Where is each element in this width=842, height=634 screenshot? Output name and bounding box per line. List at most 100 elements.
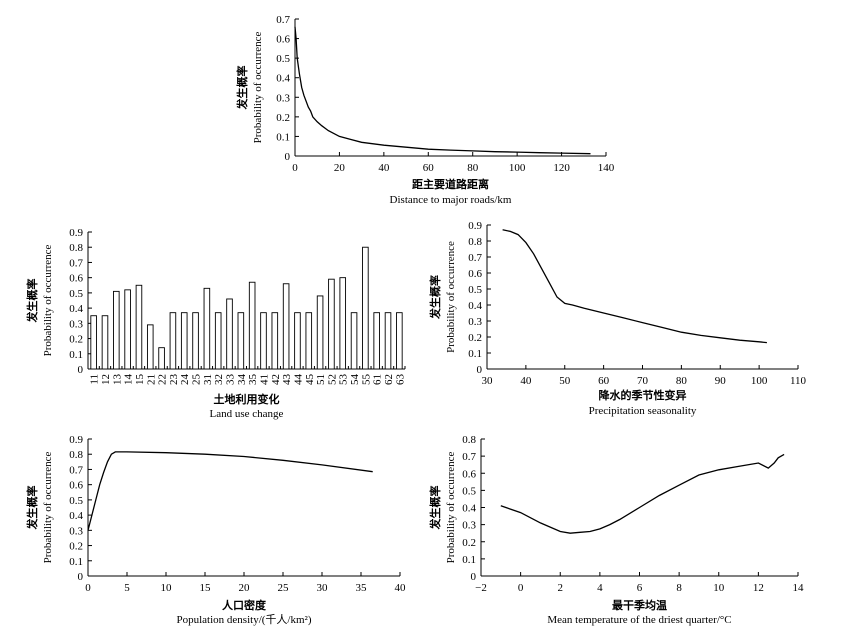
bar-32: [214, 312, 222, 370]
y-tick-label: 0.5: [69, 495, 83, 507]
bar-43: [282, 283, 290, 370]
y-axis-label-cn: 发生概率: [428, 486, 442, 531]
y-tick-label: 0.7: [69, 464, 83, 476]
x-tick-label: 55: [360, 374, 372, 386]
x-tick-label: 40: [378, 162, 390, 174]
y-tick-label: 0.9: [69, 227, 83, 239]
bar-34: [237, 312, 245, 370]
x-tick-label: 20: [239, 582, 251, 594]
x-tick-label: 0: [518, 582, 524, 594]
y-tick-label: 0: [285, 151, 291, 163]
y-tick-label: 0.9: [468, 220, 482, 232]
x-tick-label: 5: [124, 582, 130, 594]
x-tick-label: 0: [292, 162, 298, 174]
y-tick-label: 0.1: [69, 349, 83, 361]
x-tick-label: 90: [715, 375, 727, 387]
y-axis-label-cn: 发生概率: [235, 66, 249, 111]
x-tick-label: 14: [793, 582, 805, 594]
y-tick-label: 0.8: [69, 449, 83, 461]
bar-11: [90, 315, 97, 370]
y-tick-label: 0.8: [462, 434, 476, 446]
y-tick-label: 0.3: [276, 92, 290, 104]
x-tick-label: 14: [123, 374, 135, 386]
bar-41: [260, 312, 267, 370]
bar-44: [294, 312, 301, 370]
y-tick-label: 0.4: [462, 503, 476, 515]
y-tick-label: 0.6: [69, 480, 83, 492]
x-tick-label: 41: [258, 374, 270, 385]
x-tick-label: 53: [338, 374, 350, 386]
y-axis-label-cn: 发生概率: [25, 279, 39, 324]
x-tick-label: 51: [315, 374, 327, 385]
y-tick-label: 0.5: [276, 53, 290, 65]
x-tick-label: 15: [200, 582, 212, 594]
y-tick-label: 0.4: [276, 73, 290, 85]
x-tick-label: 12: [753, 582, 764, 594]
bar-63: [396, 312, 403, 370]
y-tick-label: 0.2: [276, 112, 290, 124]
y-tick-label: 0.6: [69, 273, 83, 285]
chart-panel-1: 0 0.1 0.2 0.3 0.4 0.5 0.6 0.7 0 20 40 60 80 100 120 140…: [235, 14, 615, 206]
bar-12: [101, 315, 109, 370]
y-tick-label: 0.2: [69, 334, 83, 346]
y-tick-label: 0.7: [462, 451, 476, 463]
response-curve: [87, 451, 373, 531]
x-axis-label-en: Precipitation seasonality: [589, 405, 697, 417]
chart-panel-5: 00.10.20.30.40.50.60.70.8−2 0 2 4 6 8 10 12 14发生…: [428, 434, 804, 626]
x-tick-label: 80: [676, 375, 688, 387]
y-tick-label: 0.6: [462, 468, 476, 480]
x-tick-label: 35: [356, 582, 368, 594]
x-tick-label: 20: [334, 162, 346, 174]
x-tick-label: 10: [161, 582, 173, 594]
x-tick-label: 43: [281, 374, 293, 386]
y-tick-label: 0.3: [69, 525, 83, 537]
y-axis-label-cn: 发生概率: [428, 275, 442, 320]
x-tick-label: 24: [179, 374, 191, 386]
bar-55: [362, 246, 369, 370]
y-tick-label: 0.3: [468, 316, 482, 328]
bar-53: [339, 277, 347, 370]
y-tick-label: 0.1: [468, 348, 482, 360]
y-tick-label: 0.7: [69, 257, 83, 269]
y-tick-label: 0.6: [468, 268, 482, 280]
x-tick-label: 80: [467, 162, 479, 174]
x-tick-label: 60: [598, 375, 610, 387]
x-tick-label: 12: [100, 374, 112, 385]
y-tick-label: 0.7: [468, 252, 482, 264]
x-axis-label-cn: 降水的季节性变异: [599, 388, 687, 402]
chart-panel-2: 0 0.1 0.2 0.3 0.4 0.5 0.6 0.7 0.8 0.9 11 12 13 14 15 21…: [25, 227, 406, 420]
x-axis-label-en: Land use change: [210, 408, 284, 420]
x-tick-label: 31: [202, 374, 214, 385]
y-tick-label: 0.2: [468, 332, 482, 344]
x-tick-label: 23: [168, 374, 180, 386]
x-tick-label: 44: [292, 374, 304, 386]
bar-23: [169, 312, 177, 370]
x-tick-label: 42: [270, 374, 282, 385]
y-axis-label-en: Probability of occurrence: [252, 31, 264, 143]
x-tick-label: 40: [395, 582, 407, 594]
x-tick-label: 35: [247, 374, 259, 386]
bar-42: [271, 312, 279, 370]
x-tick-label: 25: [191, 374, 203, 386]
y-tick-label: 0.7: [276, 14, 290, 26]
y-tick-label: 0.3: [69, 318, 83, 330]
bar-25: [192, 312, 199, 370]
x-tick-label: 32: [213, 374, 225, 385]
x-tick-label: 21: [145, 374, 157, 385]
y-axis-label-cn: 发生概率: [25, 486, 39, 531]
x-tick-label: 62: [383, 374, 395, 385]
y-tick-label: 0.4: [69, 303, 83, 315]
x-tick-label: 140: [598, 162, 615, 174]
y-axis-label-en: Probability of occurrence: [445, 451, 457, 563]
y-tick-label: 0.2: [462, 537, 476, 549]
bar-45: [305, 312, 313, 370]
y-tick-label: 0.1: [462, 554, 476, 566]
bar-15: [135, 284, 143, 370]
x-tick-label: 22: [157, 374, 169, 385]
y-tick-label: 0: [471, 571, 477, 583]
y-axis-label-en: Probability of occurrence: [42, 451, 54, 563]
x-tick-label: 30: [317, 582, 329, 594]
x-tick-label: 110: [790, 375, 807, 387]
x-tick-label: 6: [637, 582, 643, 594]
x-tick-label: 45: [304, 374, 316, 386]
